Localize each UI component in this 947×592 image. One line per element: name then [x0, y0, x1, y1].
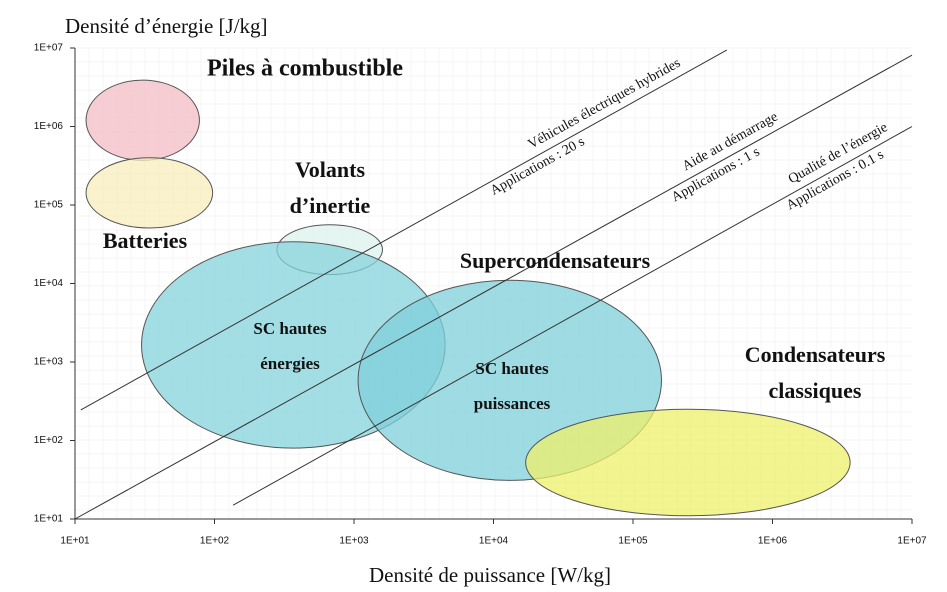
x-tick-label: 1E+06 [758, 536, 788, 547]
region-label: énergies [260, 354, 320, 373]
x-tick-label: 1E+03 [339, 536, 369, 547]
region-label: Condensateurs [745, 342, 886, 367]
region-label: puissances [474, 394, 551, 413]
x-tick-label: 1E+05 [618, 536, 648, 547]
y-tick-label: 1E+03 [34, 357, 64, 368]
application-line [80, 49, 728, 411]
region-label: SC hautes [475, 359, 549, 378]
x-tick-label: 1E+02 [200, 536, 230, 547]
region-label: classiques [769, 378, 862, 403]
y-tick-label: 1E+06 [34, 121, 64, 132]
application-line [74, 54, 913, 520]
region [85, 79, 200, 161]
x-tick-label: 1E+01 [60, 536, 90, 547]
region [525, 408, 851, 517]
x-axis-label: Densité de puissance [W/kg] [369, 563, 611, 587]
y-tick-label: 1E+07 [34, 43, 64, 54]
y-tick-label: 1E+04 [34, 278, 64, 289]
region [85, 157, 214, 229]
chart-title: Densité d’énergie [J/kg] [65, 14, 268, 38]
x-tick-label: 1E+04 [479, 536, 509, 547]
region-label: Batteries [103, 228, 188, 253]
x-tick-label: 1E+07 [897, 536, 927, 547]
annotation: Supercondensateurs [460, 248, 651, 273]
region-label: d’inertie [290, 193, 371, 218]
y-tick-label: 1E+02 [34, 435, 64, 446]
region-label: Volants [295, 157, 366, 182]
application-line [232, 126, 913, 506]
region-label: Piles à combustible [207, 56, 403, 82]
y-tick-label: 1E+01 [34, 514, 64, 525]
region-label: SC hautes [253, 319, 327, 338]
y-tick-label: 1E+05 [34, 200, 64, 211]
